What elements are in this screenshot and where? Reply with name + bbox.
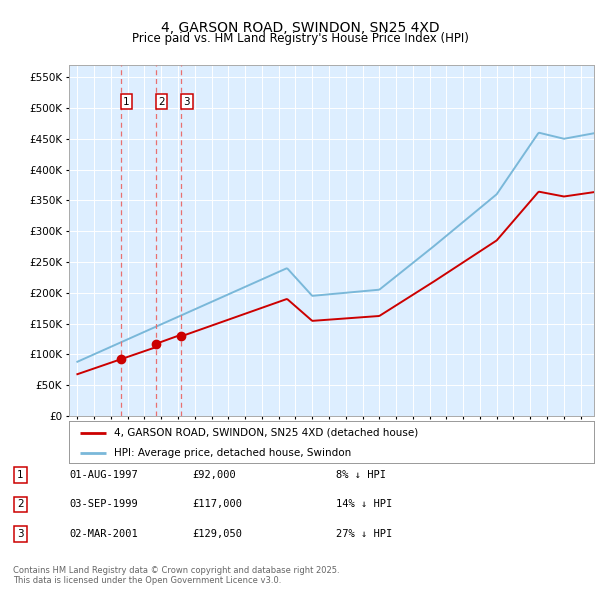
Text: 01-AUG-1997: 01-AUG-1997 [69, 470, 138, 480]
Text: 1: 1 [123, 97, 130, 107]
Text: 3: 3 [17, 529, 24, 539]
Text: 3: 3 [184, 97, 190, 107]
Text: 2: 2 [158, 97, 165, 107]
Text: 8% ↓ HPI: 8% ↓ HPI [336, 470, 386, 480]
Text: Price paid vs. HM Land Registry's House Price Index (HPI): Price paid vs. HM Land Registry's House … [131, 32, 469, 45]
Text: £117,000: £117,000 [192, 500, 242, 509]
Text: 27% ↓ HPI: 27% ↓ HPI [336, 529, 392, 539]
Text: 02-MAR-2001: 02-MAR-2001 [69, 529, 138, 539]
Text: 1: 1 [17, 470, 24, 480]
Text: 4, GARSON ROAD, SWINDON, SN25 4XD: 4, GARSON ROAD, SWINDON, SN25 4XD [161, 21, 439, 35]
Text: 2: 2 [17, 500, 24, 509]
Text: 03-SEP-1999: 03-SEP-1999 [69, 500, 138, 509]
Text: 14% ↓ HPI: 14% ↓ HPI [336, 500, 392, 509]
Text: £129,050: £129,050 [192, 529, 242, 539]
Text: Contains HM Land Registry data © Crown copyright and database right 2025.
This d: Contains HM Land Registry data © Crown c… [13, 566, 340, 585]
Text: HPI: Average price, detached house, Swindon: HPI: Average price, detached house, Swin… [113, 448, 351, 457]
Text: £92,000: £92,000 [192, 470, 236, 480]
Text: 4, GARSON ROAD, SWINDON, SN25 4XD (detached house): 4, GARSON ROAD, SWINDON, SN25 4XD (detac… [113, 428, 418, 438]
